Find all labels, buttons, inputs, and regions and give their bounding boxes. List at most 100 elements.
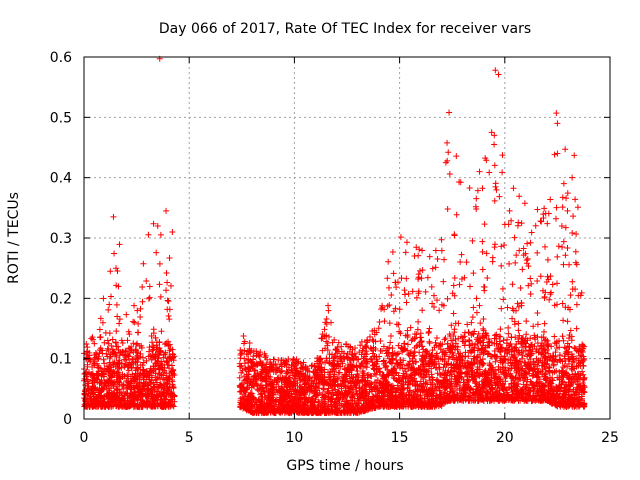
data-point [150, 343, 157, 350]
data-point [131, 302, 138, 309]
data-point [499, 285, 506, 292]
data-point [84, 378, 91, 385]
data-point [480, 316, 487, 323]
data-point [98, 387, 105, 394]
data-point [326, 333, 333, 340]
data-point [403, 275, 410, 282]
data-point [153, 376, 160, 383]
data-point [241, 355, 248, 362]
data-point [135, 355, 142, 362]
data-point [140, 260, 147, 267]
data-point [168, 400, 175, 407]
data-point [501, 242, 508, 249]
data-point [107, 367, 114, 374]
data-point [392, 305, 399, 312]
data-point [491, 197, 498, 204]
data-point [95, 355, 102, 362]
data-point [402, 249, 409, 256]
data-point [150, 326, 157, 333]
data-point [491, 241, 498, 248]
data-point [554, 253, 561, 260]
data-point [108, 373, 115, 380]
data-point [95, 392, 102, 399]
data-point [528, 229, 535, 236]
data-point [139, 392, 146, 399]
data-point [133, 348, 140, 355]
data-point [403, 239, 410, 246]
data-point [484, 275, 491, 282]
data-point [165, 399, 172, 406]
data-point [116, 316, 123, 323]
data-point [386, 344, 393, 351]
data-point [432, 264, 439, 271]
data-point [246, 340, 253, 347]
data-point [511, 321, 518, 328]
data-point [473, 295, 480, 302]
data-point [156, 339, 163, 346]
data-point [160, 376, 167, 383]
data-point [149, 346, 156, 353]
data-point [169, 396, 176, 403]
data-point [498, 305, 505, 312]
data-point [97, 315, 104, 322]
data-point [246, 382, 253, 389]
data-point [137, 314, 144, 321]
data-point [163, 269, 170, 276]
data-point [129, 356, 136, 363]
data-point [118, 397, 125, 404]
data-point [323, 315, 330, 322]
data-point [119, 351, 126, 358]
data-point [470, 304, 477, 311]
data-point [125, 345, 132, 352]
data-point [440, 278, 447, 285]
data-point [390, 308, 397, 315]
data-point [444, 295, 451, 302]
data-point [169, 368, 176, 375]
data-point [451, 232, 458, 239]
data-point [113, 343, 120, 350]
data-point [419, 267, 426, 274]
data-point [417, 330, 424, 337]
data-point [110, 381, 117, 388]
data-point [469, 314, 476, 321]
data-point [105, 340, 112, 347]
data-point [157, 375, 164, 382]
data-point [119, 394, 126, 401]
data-point [246, 407, 253, 414]
data-points [81, 55, 588, 416]
data-point [146, 294, 153, 301]
data-point [124, 382, 131, 389]
data-point [170, 391, 177, 398]
data-point [167, 346, 174, 353]
data-point [458, 251, 465, 258]
data-point [451, 275, 458, 282]
data-point [523, 318, 530, 325]
data-point [441, 256, 448, 263]
data-point [101, 339, 108, 346]
data-point [396, 328, 403, 335]
data-point [113, 376, 120, 383]
data-point [152, 334, 159, 341]
data-point [245, 371, 252, 378]
data-point [463, 259, 470, 266]
data-point [434, 255, 441, 262]
data-point [139, 383, 146, 390]
data-point [515, 327, 522, 334]
data-point [432, 247, 439, 254]
data-point [496, 193, 503, 200]
data-point [450, 282, 457, 289]
data-point [148, 356, 155, 363]
data-point [139, 283, 146, 290]
data-point [123, 311, 130, 318]
data-point [137, 362, 144, 369]
data-point [134, 340, 141, 347]
data-point [534, 206, 541, 213]
data-point [114, 268, 121, 275]
data-point [165, 341, 172, 348]
data-point [113, 301, 120, 308]
data-point [104, 393, 111, 400]
data-point [123, 389, 130, 396]
data-point [343, 372, 350, 379]
data-point [144, 391, 151, 398]
data-point [113, 354, 120, 361]
